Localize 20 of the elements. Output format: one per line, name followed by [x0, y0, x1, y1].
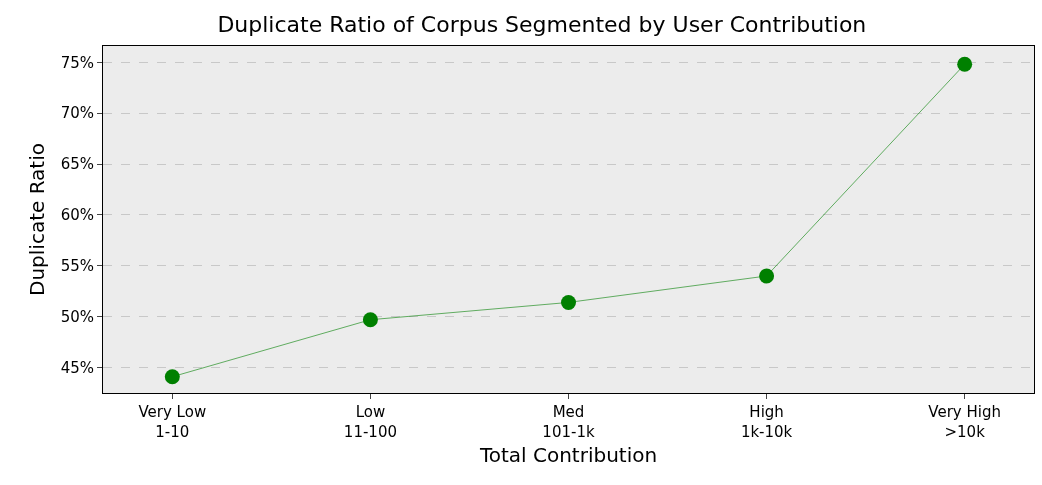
point	[759, 268, 775, 284]
y-tick-label: 60%	[60, 206, 94, 225]
x-tick-label: Med 101-1k	[542, 403, 595, 441]
y-tick-label: 55%	[60, 257, 94, 276]
y-tick-label: 70%	[60, 104, 94, 123]
x-tick-label: Very Low 1-10	[138, 403, 207, 441]
y-tick-label: 75%	[60, 53, 94, 72]
y-axis-title: Duplicate Ratio	[25, 143, 50, 296]
y-tick-label: 45%	[60, 358, 94, 377]
point	[362, 312, 378, 328]
y-tick-label: 50%	[60, 307, 94, 326]
x-axis-title: Total Contribution	[478, 443, 658, 467]
chart-title: Duplicate Ratio of Corpus Segmented by User Contribution	[217, 12, 867, 38]
x-tick-label: High 1k-10k	[740, 403, 793, 441]
x-tick-label: Very High >10k	[928, 403, 1001, 441]
y-tick-label: 65%	[60, 155, 94, 174]
point	[561, 294, 576, 310]
point	[164, 369, 180, 385]
point	[957, 56, 973, 72]
x-tick-label: Low 11-100	[343, 403, 397, 441]
